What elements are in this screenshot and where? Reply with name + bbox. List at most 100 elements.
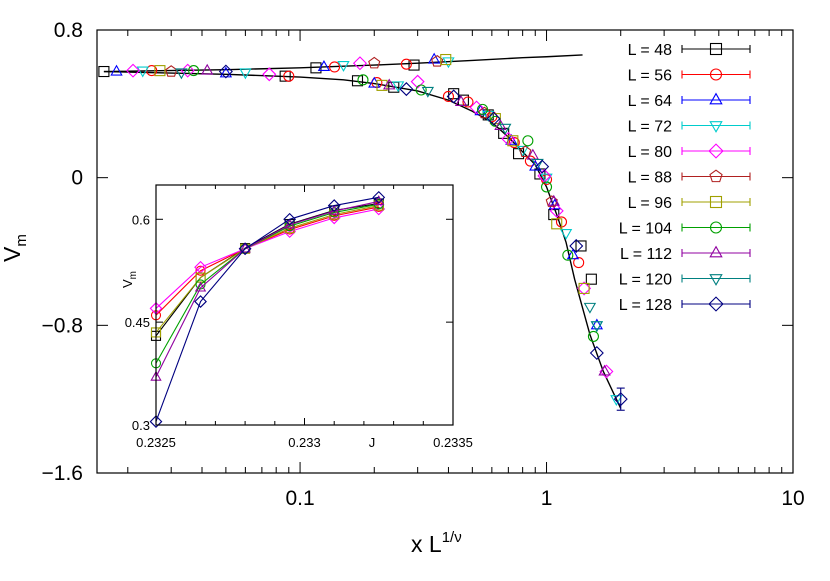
legend-label: L = 120 (619, 272, 672, 289)
inset-tick-labels: 0.2325 0.233 0.2335 0.3 0.45 0.6 (125, 212, 473, 450)
data-point (547, 194, 560, 206)
data-point (337, 61, 350, 72)
data-point (486, 111, 501, 126)
data-point (478, 106, 491, 119)
data-point (522, 135, 534, 147)
legend-label: L = 80 (628, 144, 672, 161)
data-point (578, 282, 590, 294)
data-point (421, 86, 435, 98)
data-point (590, 318, 604, 330)
data-point (110, 64, 123, 76)
inset-axis-ticks (155, 185, 454, 426)
data-point (589, 345, 604, 361)
data-point (476, 103, 489, 115)
legend-label: L = 72 (628, 119, 672, 136)
data-point (535, 159, 550, 174)
data-point (317, 60, 331, 71)
legend-entry-l-88: L = 88 (628, 170, 751, 187)
legend-marker (708, 296, 724, 312)
main-x-axis-title-superscript: 1/ν (442, 529, 462, 546)
main-y-axis-title-subscript: m (13, 234, 30, 247)
data-point (613, 392, 628, 407)
main-y-axis-title-base: V (0, 246, 25, 262)
data-point (540, 173, 553, 185)
data-point (328, 61, 341, 73)
inset-data-point (283, 212, 297, 226)
data-point (125, 63, 141, 78)
legend-label: L = 64 (628, 93, 672, 110)
y-tick-label: 0.8 (54, 19, 83, 42)
legend-entry-l-72: L = 72 (628, 119, 751, 136)
inset-y-axis-title: Vm (120, 271, 139, 288)
inset-y-axis-title-base: V (120, 279, 135, 288)
main-axis-ticks (97, 29, 793, 474)
legend-marker (709, 245, 723, 258)
data-point (310, 62, 322, 74)
data-point (585, 273, 597, 285)
main-plot-frame (96, 29, 794, 474)
legend-entry-l-104: L = 104 (619, 221, 751, 238)
legend-label: L = 56 (628, 68, 672, 85)
data-point (415, 84, 427, 96)
inset-data-point (284, 221, 295, 232)
inset-data-point (372, 190, 386, 204)
series-l-64 (110, 52, 604, 330)
x-tick-label: 10 (781, 487, 804, 510)
data-point (98, 65, 110, 78)
legend-marker (709, 92, 723, 105)
legend-marker (709, 195, 723, 209)
data-point (279, 70, 291, 82)
inset-data-point (194, 281, 207, 292)
data-point (136, 66, 149, 78)
data-point (540, 181, 553, 193)
data-point (577, 281, 592, 296)
data-point (454, 95, 468, 107)
inset-plot: 0.2325 0.233 0.2335 0.3 0.45 0.6 J Vm (120, 184, 473, 450)
data-point (218, 64, 233, 79)
inset-series-line (155, 200, 379, 378)
inset-x-tick-label: 0.2335 (433, 435, 473, 450)
legend-label: L = 128 (619, 297, 672, 314)
data-point (569, 238, 584, 253)
legend-marker (709, 274, 723, 286)
inset-series-line (155, 203, 379, 364)
x-tick-label: 0.1 (285, 487, 314, 510)
inset-series-line (155, 208, 379, 309)
legend-entry-l-120: L = 120 (619, 272, 751, 289)
data-point (551, 218, 563, 230)
inset-data-point (327, 199, 341, 212)
legend-entry-l-56: L = 56 (628, 68, 751, 85)
data-point (400, 58, 412, 70)
data-point (188, 65, 200, 77)
data-point (431, 54, 444, 67)
data-point (531, 158, 544, 170)
legend-label: L = 48 (628, 42, 672, 59)
legend-entry-l-112: L = 112 (620, 245, 751, 263)
data-point (448, 88, 460, 100)
data-point (590, 321, 604, 333)
data-point (499, 123, 512, 135)
series-l-120 (175, 68, 604, 333)
data-point (410, 74, 425, 89)
legend-label: L = 104 (619, 221, 672, 238)
y-tick-label: 0 (71, 167, 83, 190)
x-tick-label: 1 (541, 487, 553, 510)
main-tick-labels: 0.1 1 10 −1.6 −0.8 0 0.8 (42, 19, 805, 510)
data-point (566, 248, 580, 260)
y-tick-label: −0.8 (42, 314, 83, 337)
data-point (440, 53, 452, 66)
terminal-point (613, 387, 628, 411)
legend-marker (709, 42, 723, 56)
series-l-96 (154, 53, 590, 294)
data-point (399, 82, 414, 97)
data-point (583, 302, 597, 314)
data-point (154, 65, 166, 77)
data-point (549, 203, 564, 218)
data-point (239, 68, 252, 80)
legend: L = 48 L = 56 L = 64 L = 72 L = 80 L = 88 L = … (619, 42, 751, 314)
series-l-88 (165, 54, 558, 207)
data-point (469, 100, 484, 115)
inset-x-tick-label: 0.233 (288, 435, 321, 450)
data-point (376, 79, 388, 91)
